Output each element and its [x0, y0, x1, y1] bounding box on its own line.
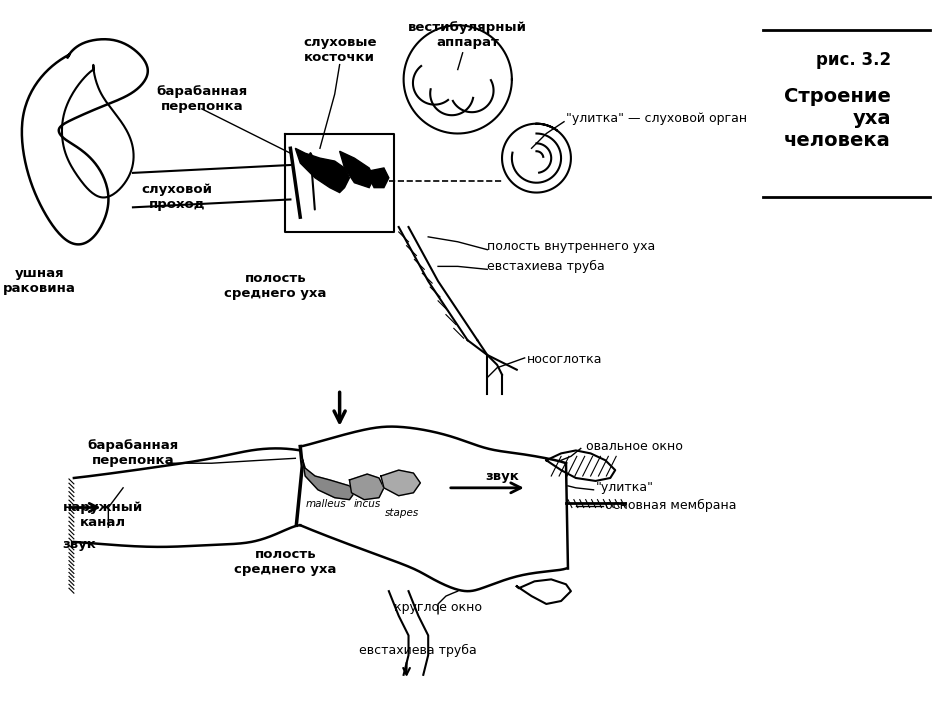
Text: звук: звук: [62, 539, 96, 551]
Text: барабанная
перепонка: барабанная перепонка: [87, 439, 179, 467]
Polygon shape: [369, 168, 389, 188]
Text: "улитка": "улитка": [596, 482, 653, 494]
Text: полость
среднего уха: полость среднего уха: [225, 272, 327, 300]
Text: слуховой
проход: слуховой проход: [142, 183, 212, 212]
Text: полость внутреннего уха: полость внутреннего уха: [487, 240, 655, 253]
Text: овальное окно: овальное окно: [586, 440, 682, 453]
Text: евстахиева труба: евстахиева труба: [487, 260, 605, 273]
Text: рис. 3.2: рис. 3.2: [816, 51, 891, 68]
Text: барабанная
перепонка: барабанная перепонка: [156, 85, 247, 113]
Text: слуховые
косточки: слуховые косточки: [303, 36, 376, 64]
Text: incus: incus: [353, 498, 381, 508]
Text: malleus: malleus: [306, 498, 346, 508]
Text: Строение
уха
человека: Строение уха человека: [784, 87, 891, 150]
Text: полость
среднего уха: полость среднего уха: [234, 548, 337, 576]
Text: основная мембрана: основная мембрана: [605, 499, 737, 512]
Text: наружный
канал: наружный канал: [63, 501, 144, 529]
Text: звук: звук: [485, 470, 519, 482]
Polygon shape: [303, 458, 354, 500]
Text: stapes: stapes: [384, 508, 418, 518]
Text: евстахиева труба: евстахиева труба: [359, 644, 478, 657]
Text: "улитка" — слуховой орган: "улитка" — слуховой орган: [566, 112, 747, 125]
Polygon shape: [350, 474, 384, 500]
Polygon shape: [339, 152, 374, 188]
Polygon shape: [295, 148, 350, 192]
Text: ушная
раковина: ушная раковина: [3, 267, 76, 295]
Text: носоглотка: носоглотка: [526, 353, 603, 367]
Polygon shape: [381, 470, 420, 496]
Text: круглое окно: круглое окно: [394, 601, 482, 614]
Text: вестибулярный
аппарат: вестибулярный аппарат: [408, 21, 527, 49]
